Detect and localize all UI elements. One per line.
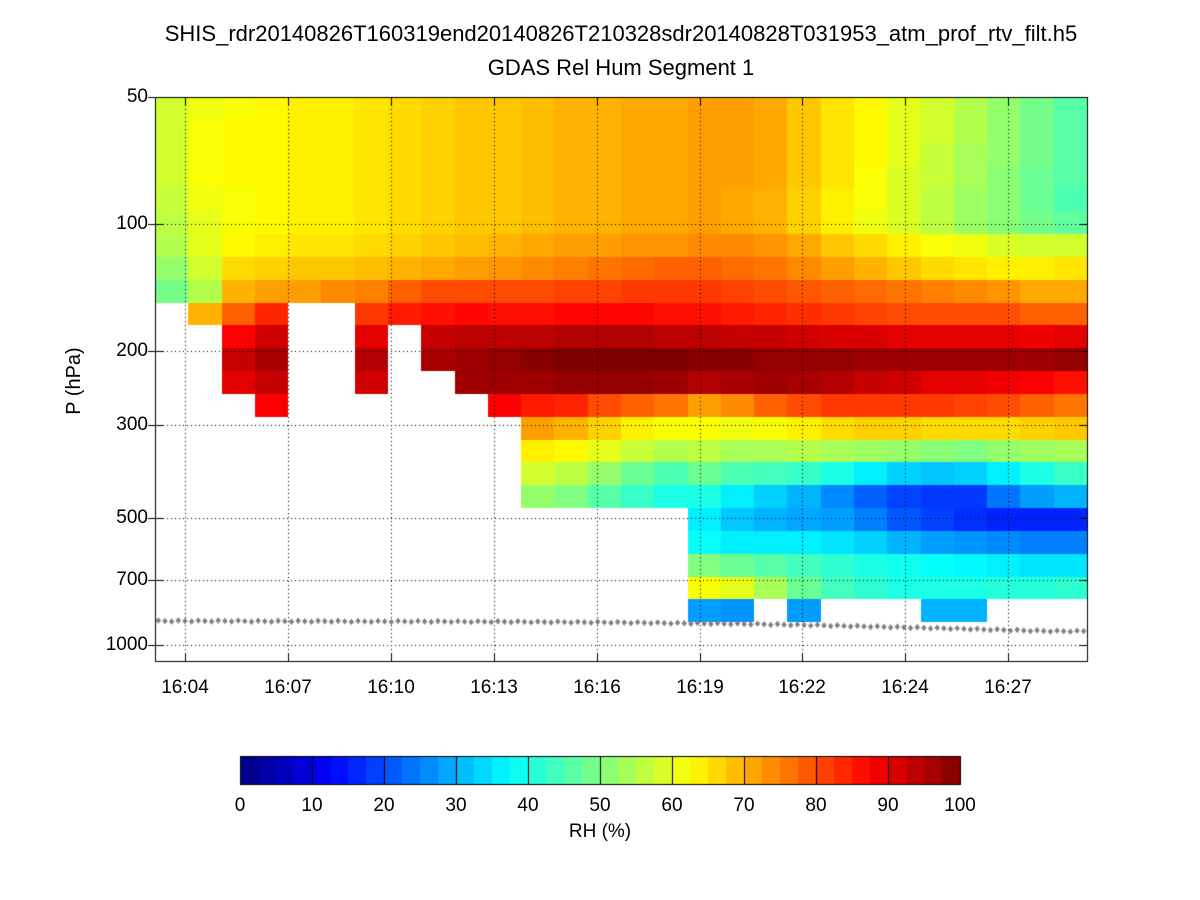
y-tick-label: 200 bbox=[116, 340, 148, 361]
colorbar-tick-label: 0 bbox=[234, 795, 246, 816]
colorbar-tick-label: 60 bbox=[661, 795, 683, 816]
colorbar-tick-label: 100 bbox=[944, 795, 976, 816]
colorbar-tick-label: 80 bbox=[805, 795, 827, 816]
colorbar-label: RH (%) bbox=[568, 821, 632, 842]
x-tick-label: 16:13 bbox=[470, 677, 518, 698]
figure-title: SHIS_rdr20140826T160319end20140826T21032… bbox=[164, 21, 1078, 46]
y-tick-label: 300 bbox=[116, 414, 148, 435]
x-tick-label: 16:07 bbox=[264, 677, 312, 698]
colorbar-tick-label: 70 bbox=[733, 795, 755, 816]
colorbar-tick-label: 30 bbox=[445, 795, 467, 816]
colorbar-tick-label: 40 bbox=[517, 795, 539, 816]
y-tick-label: 700 bbox=[116, 569, 148, 590]
x-tick-label: 16:10 bbox=[367, 677, 415, 698]
x-tick-label: 16:22 bbox=[778, 677, 826, 698]
figure-subtitle: GDAS Rel Hum Segment 1 bbox=[487, 55, 755, 80]
colorbar-tick-label: 90 bbox=[877, 795, 899, 816]
x-tick-label: 16:19 bbox=[676, 677, 724, 698]
colorbar-tick-label: 20 bbox=[373, 795, 395, 816]
y-tick-label: 100 bbox=[116, 213, 148, 234]
colorbar-tick-label: 10 bbox=[301, 795, 323, 816]
y-tick-label: 1000 bbox=[105, 634, 148, 655]
colorbar-tick-label: 50 bbox=[589, 795, 611, 816]
x-tick-label: 16:24 bbox=[881, 677, 929, 698]
x-tick-label: 16:27 bbox=[984, 677, 1032, 698]
y-tick-label: 500 bbox=[116, 507, 148, 528]
x-tick-label: 16:16 bbox=[573, 677, 621, 698]
x-tick-label: 16:04 bbox=[161, 677, 209, 698]
y-tick-label: 50 bbox=[126, 86, 148, 107]
